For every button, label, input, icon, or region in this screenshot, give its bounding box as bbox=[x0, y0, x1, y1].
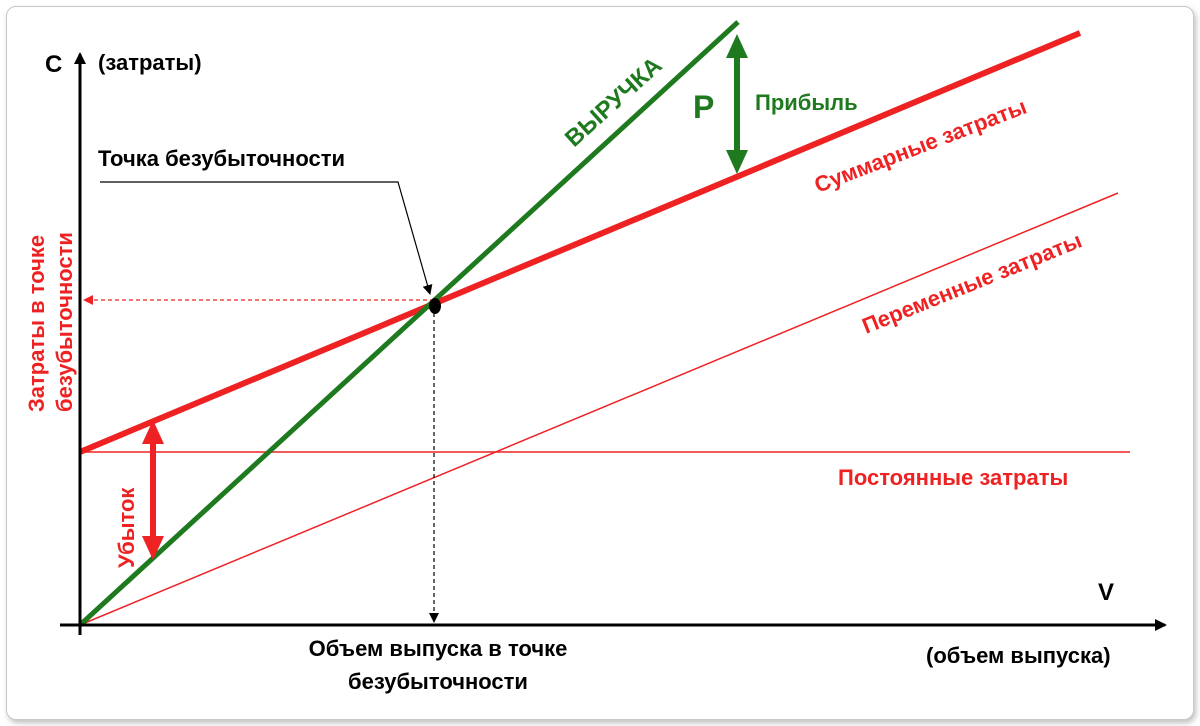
revenue-line bbox=[78, 20, 740, 627]
fixed-costs-label: Постоянные затраты bbox=[838, 465, 1068, 490]
break-even-leader-line bbox=[100, 181, 433, 295]
cost-at-break-even-label-line1: Затраты в точке bbox=[24, 235, 49, 412]
variable-costs-label: Переменные затраты bbox=[859, 228, 1086, 339]
profit-label: Прибыль bbox=[755, 90, 858, 115]
profit-arrow bbox=[726, 34, 748, 174]
y-axis-caption: (затраты) bbox=[98, 50, 202, 75]
break-even-point-marker bbox=[429, 298, 441, 314]
variable-costs-line bbox=[79, 192, 1119, 626]
x-axis-symbol: V bbox=[1098, 579, 1114, 606]
total-costs-line bbox=[78, 30, 1082, 455]
y-axis-symbol: C bbox=[45, 51, 62, 78]
break-even-point-label: Точка безубыточности bbox=[98, 146, 345, 171]
cost-at-break-even-label-line2: безубыточности bbox=[52, 232, 77, 412]
loss-label: Убыток bbox=[114, 487, 139, 568]
x-axis-caption: (объем выпуска) bbox=[926, 643, 1111, 668]
profit-symbol: P bbox=[693, 89, 714, 125]
loss-arrow bbox=[142, 420, 164, 560]
diagram-frame bbox=[6, 6, 1194, 720]
volume-at-break-even-label-line2: безубыточности bbox=[348, 669, 528, 694]
volume-at-break-even-label-line1: Объем выпуска в точке bbox=[309, 636, 568, 661]
